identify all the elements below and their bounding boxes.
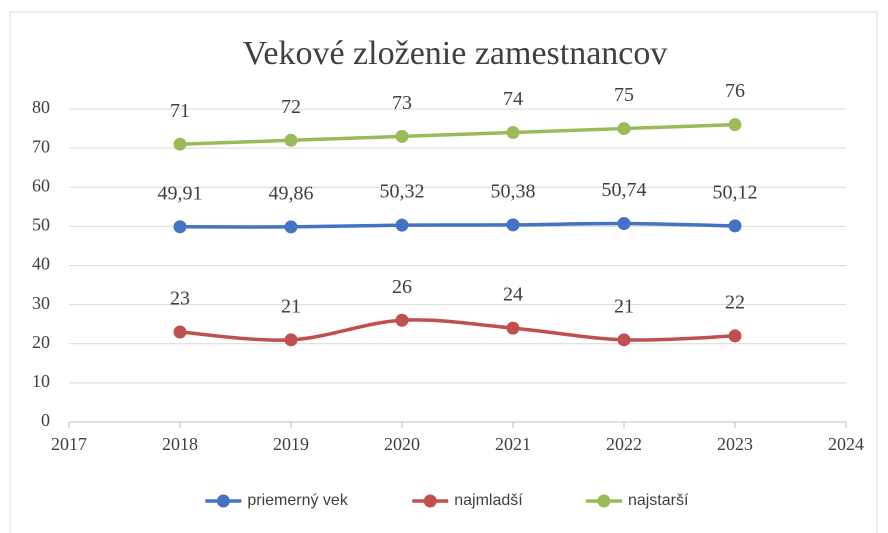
x-tick-label: 2018 (162, 434, 198, 454)
series-line (179, 122, 736, 146)
x-tick-label: 2022 (606, 434, 642, 454)
data-label: 72 (281, 96, 301, 118)
chart-border (9, 11, 878, 533)
y-tick-label: 20 (32, 332, 50, 352)
data-point (506, 218, 520, 232)
y-tick-label: 50 (32, 215, 50, 235)
data-label: 75 (614, 84, 634, 106)
data-point (284, 220, 298, 234)
x-tick-label: 2021 (495, 434, 531, 454)
data-point (617, 122, 631, 136)
y-tick-label: 10 (32, 371, 50, 391)
data-point (284, 333, 298, 347)
y-tick-label: 40 (32, 254, 50, 274)
data-point (506, 125, 520, 139)
legend-label: najmladší (454, 492, 523, 509)
data-point (173, 220, 187, 234)
data-label: 24 (503, 284, 523, 306)
y-tick-label: 60 (32, 175, 50, 195)
data-label: 23 (170, 288, 190, 310)
y-tick-label: 30 (32, 293, 50, 313)
data-point (395, 218, 409, 232)
data-label: 73 (392, 92, 412, 114)
x-tick-label: 2023 (717, 434, 753, 454)
legend-label: najstarší (628, 492, 689, 509)
data-point (617, 333, 631, 347)
x-tick-label: 2024 (828, 434, 864, 454)
x-tick-label: 2017 (51, 434, 87, 454)
legend-marker (216, 494, 230, 508)
data-label: 74 (503, 88, 523, 110)
data-point (284, 133, 298, 147)
data-point (395, 129, 409, 143)
legend-marker (423, 494, 437, 508)
data-label: 50,74 (602, 179, 647, 201)
data-point (395, 313, 409, 327)
data-point (173, 137, 187, 151)
series-line (179, 221, 736, 229)
data-label: 49,86 (269, 183, 314, 205)
data-label: 26 (392, 276, 412, 298)
legend-marker (597, 494, 611, 508)
data-label: 49,91 (158, 182, 203, 204)
data-point (728, 219, 742, 233)
data-point (506, 321, 520, 335)
data-label: 76 (725, 80, 745, 102)
x-tick-label: 2019 (273, 434, 309, 454)
data-label: 21 (281, 295, 301, 317)
data-point (173, 325, 187, 339)
series-line (179, 318, 736, 342)
data-label: 21 (614, 295, 634, 317)
x-tick-label: 2020 (384, 434, 420, 454)
y-tick-label: 70 (32, 136, 50, 156)
legend-label: priemerný vek (247, 492, 348, 509)
data-label: 50,32 (380, 181, 425, 203)
y-tick-label: 0 (41, 410, 50, 430)
data-label: 50,12 (713, 181, 758, 203)
data-point (728, 118, 742, 132)
data-label: 71 (170, 100, 190, 122)
chart-title: Vekové zloženie zamestnancov (243, 35, 668, 72)
data-label: 22 (725, 292, 745, 314)
data-point (617, 216, 631, 230)
data-point (728, 329, 742, 343)
data-label: 50,38 (491, 180, 536, 202)
y-tick-label: 80 (32, 97, 50, 117)
